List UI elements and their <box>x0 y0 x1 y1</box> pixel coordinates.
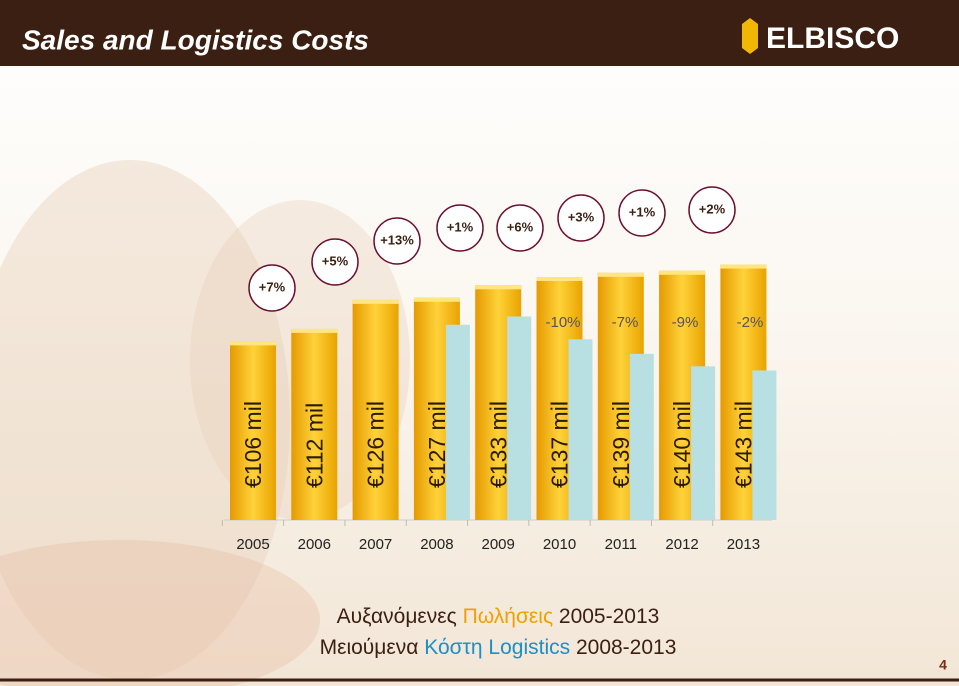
sales-bar-cap <box>597 272 644 277</box>
growth-circle <box>436 204 484 252</box>
sales-label: €127 mil <box>424 401 450 488</box>
growth-label: +3% <box>568 209 595 224</box>
sales-label: €139 mil <box>608 401 634 488</box>
x-tick-label: 2010 <box>543 536 576 553</box>
growth-circle <box>496 204 544 252</box>
sales-label: €126 mil <box>363 401 389 488</box>
sales-bar-cap <box>413 297 460 302</box>
caption-text: Κόστη Logistics <box>424 636 570 659</box>
sales-label: €112 mil <box>301 403 327 488</box>
sales-label: €140 mil <box>669 401 695 488</box>
logo-text: ELBISCO <box>766 22 899 55</box>
photo-background <box>0 160 290 680</box>
sales-label: €143 mil <box>730 401 756 488</box>
sales-bar-cap <box>230 341 276 346</box>
logistics-bar <box>445 324 470 520</box>
sales-bar-cap <box>536 277 583 281</box>
growth-label: +2% <box>699 201 726 216</box>
sales-bar <box>352 299 399 520</box>
logistics-bar <box>568 339 593 520</box>
caption-line: Αυξανόμενες Πωλήσεις 2005-2013 <box>337 605 660 628</box>
x-tick-label: 2006 <box>298 536 331 553</box>
x-tick-label: 2007 <box>359 536 392 553</box>
sales-bar <box>230 341 276 520</box>
x-tick-label: 2012 <box>665 536 698 553</box>
x-tick-label: 2013 <box>727 536 760 553</box>
logistics-bar <box>629 353 654 520</box>
sales-label: €137 mil <box>547 401 573 488</box>
sales-bar <box>291 328 338 520</box>
caption-text: Αυξανόμενες <box>337 605 463 628</box>
logo-icon <box>742 18 758 54</box>
growth-circle <box>311 238 359 286</box>
logistics-change-label: -2% <box>737 314 764 331</box>
caption-line: Μειούμενα Κόστη Logistics 2008-2013 <box>320 636 677 659</box>
sales-bar-cap <box>291 328 338 333</box>
header-bar <box>0 0 959 66</box>
growth-circle <box>373 217 421 265</box>
x-tick-label: 2005 <box>236 536 269 553</box>
growth-circle <box>557 194 605 242</box>
x-tick-label: 2011 <box>605 536 637 553</box>
logistics-bar <box>691 366 716 520</box>
growth-label: +1% <box>629 204 656 219</box>
growth-circle <box>618 189 666 237</box>
sales-bar-cap <box>352 299 399 304</box>
x-tick-label: 2009 <box>482 536 515 553</box>
caption-text: 2008-2013 <box>570 636 676 659</box>
photo-background <box>0 540 320 686</box>
growth-label: +1% <box>447 219 474 234</box>
sales-bar-cap <box>475 285 522 290</box>
sales-bar-cap <box>720 264 767 269</box>
page-number: 4 <box>939 657 947 673</box>
logistics-change-label: -9% <box>672 314 699 331</box>
x-tick-label: 2008 <box>420 536 453 553</box>
logistics-change-label: -10% <box>545 314 580 331</box>
sales-label: €133 mil <box>485 401 511 488</box>
logistics-bar <box>507 316 532 520</box>
logistics-bar <box>752 370 777 520</box>
logo: ELBISCO <box>742 18 899 55</box>
logistics-change-label: -7% <box>612 314 639 331</box>
sales-bar-cap <box>659 270 706 275</box>
slide-title: Sales and Logistics Costs <box>22 24 369 55</box>
growth-label: +6% <box>507 219 534 234</box>
caption-text: Πωλήσεις <box>463 605 553 628</box>
growth-label: +7% <box>259 279 286 294</box>
caption-text: Μειούμενα <box>320 636 425 659</box>
caption-text: 2005-2013 <box>553 605 659 628</box>
sales-label: €106 mil <box>240 401 266 488</box>
growth-circle <box>248 264 296 312</box>
growth-label: +5% <box>322 253 349 268</box>
growth-circle <box>688 186 736 234</box>
growth-label: +13% <box>380 232 414 247</box>
